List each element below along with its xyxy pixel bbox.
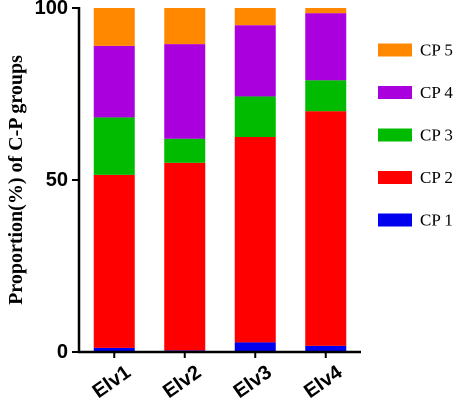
x-tick-label: Elv3 (230, 361, 276, 403)
y-tick-label: 50 (46, 169, 68, 191)
x-tick-label: Elv4 (300, 361, 347, 403)
bar-segment-elv1-cp1 (93, 347, 135, 352)
legend-swatch-cp4 (378, 86, 412, 99)
bar-segment-elv4-cp4 (305, 13, 347, 81)
legend-label-cp4: CP 4 (420, 83, 453, 102)
legend-swatch-cp5 (378, 43, 412, 57)
legend-swatch-cp1 (378, 213, 412, 227)
legend-label-cp2: CP 2 (420, 168, 453, 187)
bar-segment-elv4-cp5 (305, 8, 347, 14)
plot-area (93, 8, 347, 352)
bar-segment-elv4-cp3 (305, 80, 347, 112)
y-axis-title: Proportion(%) of C-P groups (5, 55, 27, 305)
y-tick-label: 100 (35, 0, 68, 19)
bar-segment-elv4-cp2 (305, 111, 347, 346)
bar-segment-elv3-cp1 (234, 342, 276, 352)
bar-segment-elv4-cp1 (305, 345, 347, 352)
legend-swatch-cp2 (378, 171, 412, 184)
x-tick-label: Elv2 (159, 361, 205, 403)
bar-segment-elv1-cp4 (93, 45, 135, 118)
bar-segment-elv3-cp3 (234, 96, 276, 137)
x-tick-label: Elv1 (89, 361, 135, 403)
y-tick-label: 0 (57, 341, 68, 363)
legend-label-cp5: CP 5 (420, 41, 453, 60)
bar-segment-elv2-cp5 (164, 8, 206, 45)
bar-segment-elv2-cp4 (164, 44, 206, 139)
legend: CP 5 CP 4 CP 3 CP 2 CP 1 (378, 41, 453, 230)
bar-segment-elv1-cp2 (93, 174, 135, 348)
bar-segment-elv3-cp2 (234, 137, 276, 343)
legend-label-cp3: CP 3 (420, 126, 453, 145)
bar-segment-elv2-cp2 (164, 162, 206, 351)
bar-segment-elv3-cp5 (234, 8, 276, 26)
legend-swatch-cp3 (378, 128, 412, 142)
bar-segment-elv1-cp3 (93, 117, 135, 175)
legend-label-cp1: CP 1 (420, 211, 453, 230)
bar-segment-elv1-cp5 (93, 8, 135, 46)
bar-segment-elv3-cp4 (234, 25, 276, 97)
bar-segment-elv2-cp3 (164, 138, 206, 163)
